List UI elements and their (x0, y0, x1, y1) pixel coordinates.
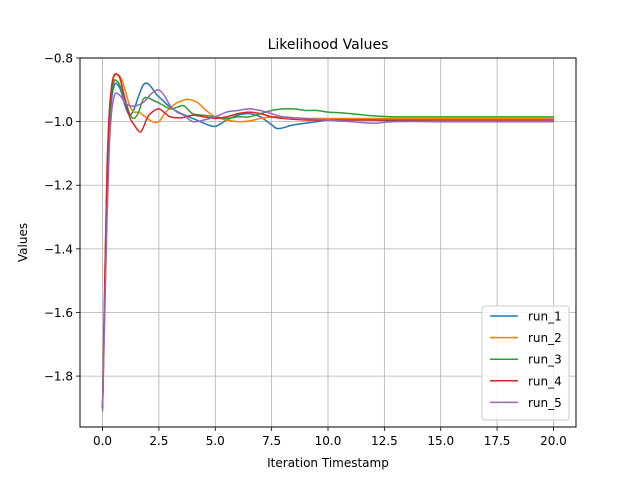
y-axis-label: Values (16, 223, 30, 262)
x-tick-label: 12.5 (371, 434, 398, 448)
legend: run_1 run_2 run_3 run_4 run_5 (481, 305, 570, 421)
x-tick-label: 5.0 (206, 434, 225, 448)
series-lines (101, 73, 555, 412)
series-line-run_3 (101, 79, 555, 409)
x-tick-label: 7.5 (262, 434, 281, 448)
x-tick-label: 17.5 (484, 434, 511, 448)
x-tick-label: 10.0 (315, 434, 342, 448)
legend-box (481, 305, 570, 421)
y-tick-label: −0.8 (44, 52, 73, 66)
y-tick-label: −1.4 (44, 242, 73, 256)
x-tick-label: 15.0 (427, 434, 454, 448)
legend-entry: run_2 (528, 331, 562, 345)
chart-title: Likelihood Values (268, 37, 389, 53)
y-tick-label: −1.0 (44, 115, 73, 129)
x-axis-label: Iteration Timestamp (267, 456, 389, 470)
series-line-run_5 (101, 88, 555, 412)
y-tick-label: −1.6 (44, 306, 73, 320)
legend-entry: run_3 (528, 353, 562, 367)
x-tick-label: 2.5 (149, 434, 168, 448)
y-tick-label: −1.8 (44, 370, 73, 384)
x-tick-label: 20.0 (540, 434, 567, 448)
x-tick-label: 0.0 (93, 434, 112, 448)
legend-entry: run_1 (528, 310, 562, 324)
y-tick-label: −1.2 (44, 179, 73, 193)
axis-ticks: 0.0 2.5 5.0 7.5 10.0 12.5 15.0 17.5 20.0 −1.8 −1.6… (44, 52, 567, 449)
legend-entry: run_4 (528, 374, 562, 388)
legend-entry: run_5 (528, 396, 562, 410)
